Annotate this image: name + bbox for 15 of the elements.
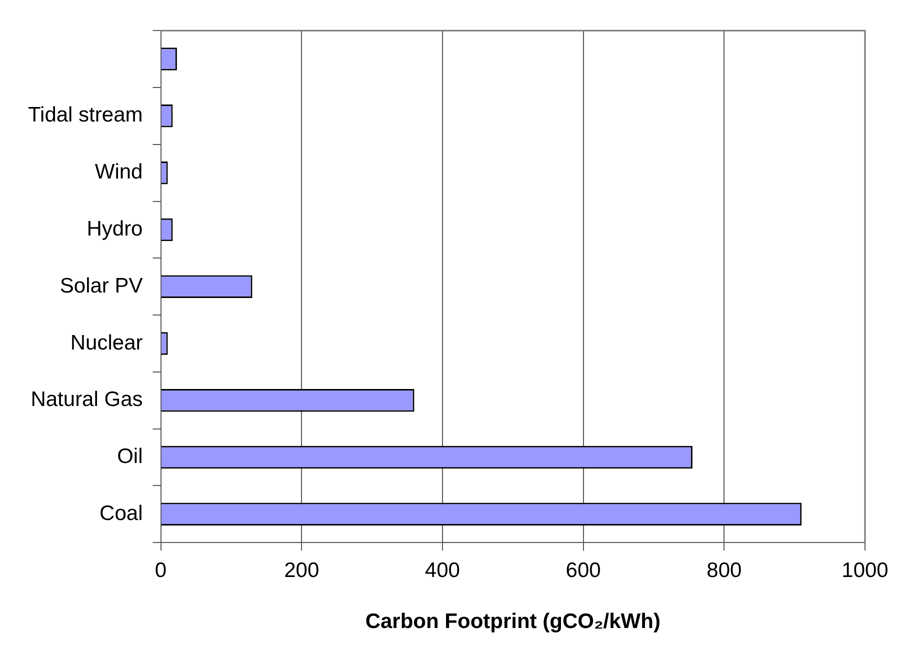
y-tick-label: Hydro [86, 218, 143, 241]
x-tick-label: 600 [566, 558, 601, 582]
y-tick-label: Nuclear [70, 331, 143, 354]
y-tick-label: Coal [100, 502, 143, 525]
x-tick-label: 200 [284, 558, 320, 582]
y-tick-label: Wind [94, 160, 143, 184]
y-tick-label: Natural Gas [30, 388, 143, 412]
x-tick-label: 800 [706, 558, 742, 582]
x-tick-label: 0 [154, 558, 167, 582]
x-axis-title: Carbon Footprint (gCO₂/kWh) [365, 610, 660, 634]
x-tick-label: 400 [424, 558, 460, 582]
y-tick-label: Oil [117, 445, 143, 468]
y-tick-label: Tidal stream [28, 104, 143, 127]
y-tick-label: Solar PV [60, 274, 143, 298]
x-tick-label: 1000 [842, 558, 888, 582]
